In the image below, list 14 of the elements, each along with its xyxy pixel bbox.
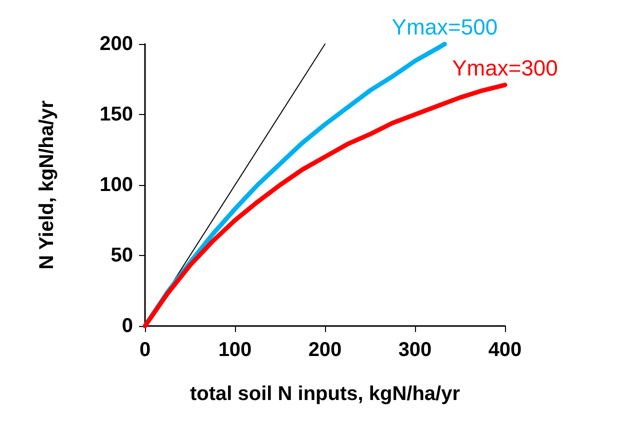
y-tick-label: 0 — [122, 315, 133, 337]
series-label: Ymax=300 — [452, 55, 558, 80]
x-tick-label: 100 — [218, 339, 252, 361]
y-axis-title: N Yield, kgN/ha/yr — [36, 100, 58, 270]
y-tick-label: 100 — [100, 174, 133, 196]
y-tick-label: 50 — [110, 244, 133, 266]
x-tick-label: 200 — [308, 339, 342, 361]
y-tick-label: 200 — [100, 33, 133, 55]
x-axis-title: total soil N inputs, kgN/ha/yr — [190, 383, 460, 405]
y-tick-label: 150 — [100, 104, 133, 126]
x-tick-label: 400 — [488, 339, 522, 361]
series-label: Ymax=500 — [392, 14, 498, 40]
x-tick-label: 0 — [139, 339, 151, 361]
x-tick-label: 300 — [398, 339, 432, 361]
